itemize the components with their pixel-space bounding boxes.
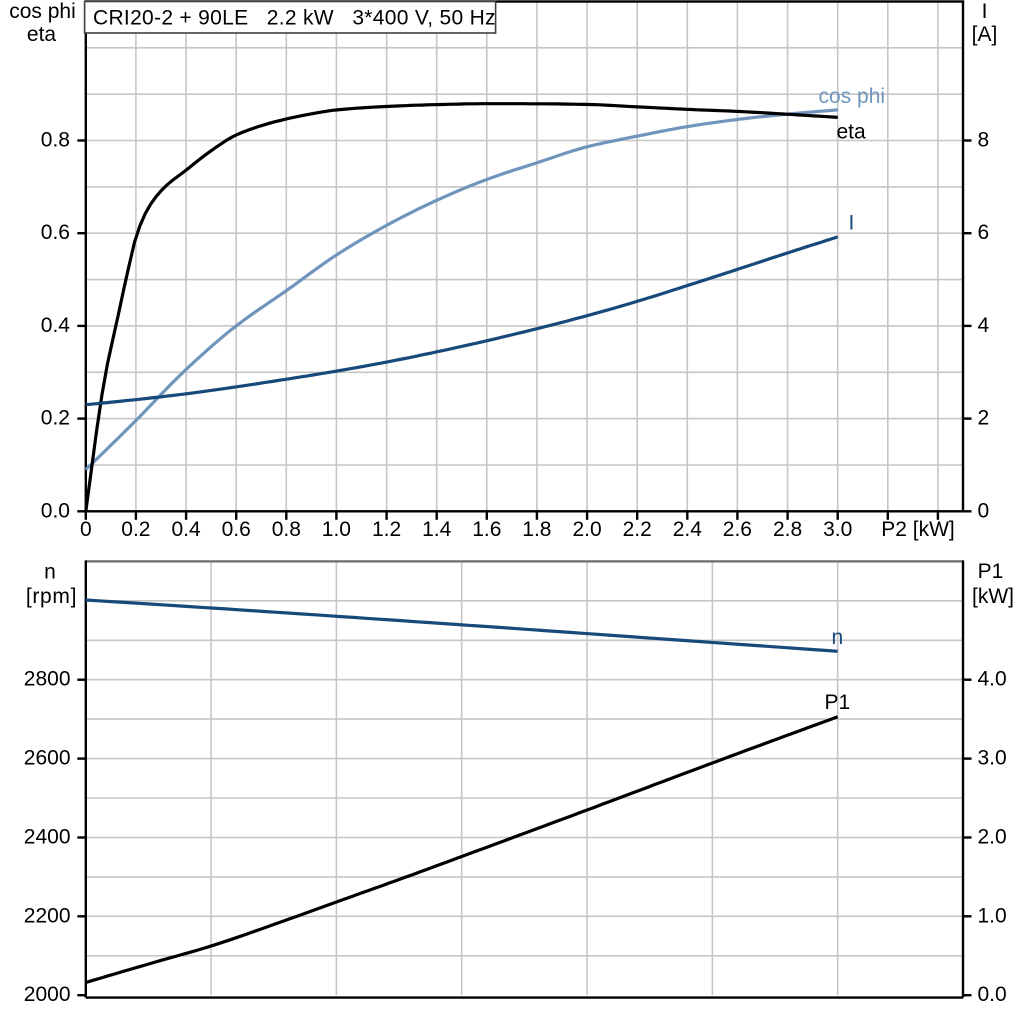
svg-text:3.0: 3.0	[978, 747, 1007, 770]
svg-text:CRI20-2 + 90LE 2.2 kW 3*40: CRI20-2 + 90LE 2.2 kW 3*400 V, 50 Hz	[93, 7, 496, 30]
svg-text:2200: 2200	[24, 904, 71, 927]
svg-text:0.6: 0.6	[222, 518, 251, 541]
svg-text:1.6: 1.6	[472, 518, 501, 541]
svg-text:n: n	[832, 626, 844, 649]
svg-text:0.8: 0.8	[272, 518, 301, 541]
svg-text:[rpm]: [rpm]	[26, 585, 77, 608]
svg-text:0.6: 0.6	[41, 221, 70, 244]
svg-text:6: 6	[978, 221, 990, 244]
svg-text:P1: P1	[978, 560, 1004, 583]
svg-text:1.8: 1.8	[522, 518, 551, 541]
svg-text:2.4: 2.4	[673, 518, 703, 541]
svg-text:0.8: 0.8	[41, 129, 70, 152]
svg-text:2.8: 2.8	[773, 518, 802, 541]
svg-text:8: 8	[978, 129, 990, 152]
svg-text:4: 4	[978, 314, 990, 337]
svg-text:I: I	[982, 0, 988, 23]
svg-text:0: 0	[80, 518, 92, 541]
svg-text:2.6: 2.6	[723, 518, 752, 541]
svg-text:1.0: 1.0	[322, 518, 351, 541]
svg-text:2: 2	[978, 407, 990, 430]
svg-text:P2 [kW]: P2 [kW]	[881, 518, 955, 541]
svg-text:P1: P1	[825, 691, 851, 714]
svg-text:2000: 2000	[24, 983, 71, 1006]
svg-text:2400: 2400	[24, 826, 71, 849]
svg-text:I: I	[849, 212, 855, 235]
svg-text:eta: eta	[837, 121, 867, 144]
svg-text:0: 0	[978, 499, 990, 522]
svg-text:0.2: 0.2	[41, 407, 70, 430]
svg-text:0.0: 0.0	[41, 499, 70, 522]
svg-text:0.0: 0.0	[978, 983, 1007, 1006]
svg-text:1.4: 1.4	[422, 518, 452, 541]
svg-text:0.4: 0.4	[41, 314, 71, 337]
svg-text:cos phi: cos phi	[819, 85, 886, 108]
svg-text:2600: 2600	[24, 747, 71, 770]
svg-text:eta: eta	[27, 23, 57, 46]
svg-text:1.0: 1.0	[978, 904, 1007, 927]
svg-text:[A]: [A]	[972, 23, 998, 46]
svg-text:1.2: 1.2	[372, 518, 401, 541]
svg-text:3.0: 3.0	[823, 518, 852, 541]
svg-text:cos phi: cos phi	[9, 0, 76, 23]
svg-text:0.4: 0.4	[171, 518, 201, 541]
svg-text:[kW]: [kW]	[972, 585, 1014, 608]
svg-text:4.0: 4.0	[978, 668, 1007, 691]
svg-text:2.2: 2.2	[623, 518, 652, 541]
svg-text:2.0: 2.0	[978, 826, 1007, 849]
svg-text:n: n	[44, 561, 56, 584]
svg-text:2.0: 2.0	[572, 518, 601, 541]
svg-text:2800: 2800	[24, 668, 71, 691]
svg-text:0.2: 0.2	[121, 518, 150, 541]
